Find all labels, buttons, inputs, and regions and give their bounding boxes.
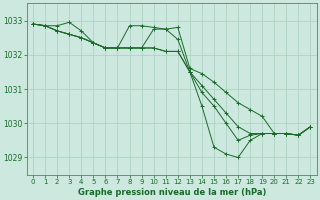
- X-axis label: Graphe pression niveau de la mer (hPa): Graphe pression niveau de la mer (hPa): [77, 188, 266, 197]
